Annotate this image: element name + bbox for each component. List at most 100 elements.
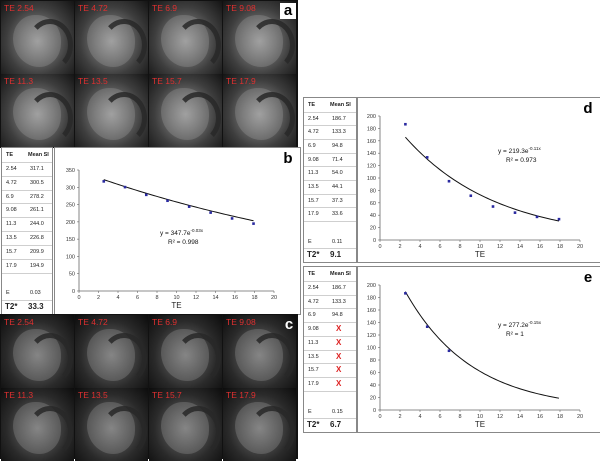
roi-outline — [175, 92, 221, 144]
table-row-divider — [2, 175, 52, 177]
table-row-divider — [304, 193, 356, 195]
table-header-te: TE — [6, 152, 14, 159]
y-tick-label: 160 — [367, 139, 376, 145]
chart-svg-e: 0 20 40 60 80 100 120 140 160 180 200 0 2 4 6 8 10 12 14 16… — [367, 269, 592, 429]
mri-image: TE 6.9 — [149, 1, 222, 74]
table-cell-te: 13.5 — [6, 235, 17, 242]
data-point — [209, 211, 212, 214]
table-cell-te: 9.08 — [308, 326, 319, 333]
y-tick-label: 200 — [66, 220, 75, 226]
table-row-divider — [2, 189, 52, 191]
table-row-divider — [304, 152, 356, 154]
table-cell-te: 17.9 — [308, 381, 319, 388]
table-cell-mean-si: 94.8 — [332, 143, 343, 150]
data-point — [425, 325, 429, 328]
x-tick-label: 16 — [232, 295, 238, 301]
table-t2-label: T2* — [307, 250, 320, 260]
table-cell-te: 2.54 — [308, 284, 319, 291]
table-cell-te: 17.9 — [308, 211, 319, 218]
y-tick-label: 120 — [367, 333, 376, 339]
fit-curve — [405, 136, 560, 222]
te-label: TE 9.08 — [226, 3, 256, 13]
x-tick-label: 18 — [557, 414, 563, 420]
mri-image: TE 4.72 — [75, 315, 148, 388]
table-cell-te: 13.5 — [308, 184, 319, 191]
table-row-divider — [304, 248, 356, 250]
x-tick-label: 14 — [517, 414, 523, 420]
y-tick-label: 60 — [370, 371, 376, 377]
fit-equation-exponent: -0.11x — [529, 146, 542, 151]
mri-image: TE 2.54 — [1, 1, 74, 74]
table-cell-te: 15.7 — [308, 197, 319, 204]
y-tick-label: 100 — [367, 346, 376, 352]
y-tick-label: 20 — [370, 226, 376, 232]
table-row-divider — [2, 244, 52, 246]
table-cell-te: 11.3 — [6, 221, 17, 228]
table-cell-te: 11.3 — [308, 339, 319, 346]
te-label: TE 13.5 — [78, 76, 108, 86]
data-point — [513, 211, 517, 214]
roi-outline — [27, 406, 73, 458]
x-tick-label: 10 — [173, 295, 179, 301]
fit-equation: y = 219.3e-0.11x — [498, 146, 541, 155]
panel-d-chart: 0 20 40 60 80 100 120 140 160 180 200 0 2 4 6 8 10 12 14 16… — [357, 97, 600, 263]
te-label: TE 9.08 — [226, 317, 256, 327]
roi-outline — [27, 19, 73, 71]
table-row-divider — [304, 377, 356, 378]
roi-outline — [101, 19, 147, 71]
panel-c-letter: c — [284, 316, 294, 333]
y-tick-label: 100 — [367, 176, 376, 182]
table-cell-te: 6.9 — [308, 312, 316, 319]
roi-outline — [101, 406, 147, 458]
y-tick-label: 50 — [69, 272, 75, 278]
y-tick-label: 120 — [367, 164, 376, 170]
x-tick-label: 12 — [497, 244, 503, 250]
data-point — [230, 217, 234, 220]
data-point — [557, 217, 561, 221]
x-tick-label: 18 — [557, 244, 563, 250]
x-tick-label: 20 — [271, 295, 277, 301]
te-label: TE 13.5 — [78, 390, 108, 400]
fit-equation-base: y = 219.3e — [498, 148, 529, 155]
table-cell-te: 9.08 — [6, 207, 17, 214]
x-tick-label: 12 — [193, 295, 199, 301]
te-label: TE 6.9 — [152, 3, 178, 13]
fit-equation-exponent: -0.03x — [191, 228, 204, 233]
table-header-mean-si: Mean SI — [28, 152, 49, 159]
panel-letter: b — [283, 150, 292, 167]
roi-outline — [175, 19, 221, 71]
table-cell-mean-si: 317.1 — [30, 165, 44, 172]
table-cell-mean-si: 186.7 — [332, 284, 346, 291]
table-e-value: 0.11 — [332, 238, 343, 245]
r-squared: R² = 0.973 — [506, 157, 537, 164]
table-row-divider — [304, 349, 356, 351]
table-t2-label: T2* — [307, 420, 320, 430]
te-label: TE 11.3 — [4, 76, 34, 86]
table-cell-te: 2.54 — [308, 115, 319, 122]
table-e-label: E — [308, 408, 312, 415]
fit-curve — [103, 179, 254, 222]
roi-outline — [249, 19, 295, 71]
data-point — [425, 156, 429, 159]
table-cell-mean-si: 54.0 — [332, 170, 343, 177]
x-tick-label: 4 — [418, 414, 421, 420]
table-cell-mean-si: 244.0 — [30, 221, 44, 228]
table-cell-mean-si: X — [336, 365, 342, 375]
table-cell-mean-si: 94.8 — [332, 312, 343, 319]
mri-image: TE 4.72 — [75, 1, 148, 74]
table-row-divider — [304, 363, 356, 365]
table-cell-mean-si: 133.3 — [332, 298, 346, 305]
table-row-divider — [2, 161, 52, 163]
te-label: TE 15.7 — [152, 390, 182, 400]
table-cell-te: 6.9 — [308, 143, 316, 150]
y-tick-label: 60 — [370, 201, 376, 207]
y-tick-label: 140 — [367, 151, 376, 157]
y-tick-label: 250 — [66, 203, 75, 209]
roi-outline — [249, 406, 295, 458]
te-label: TE 6.9 — [152, 317, 178, 327]
x-tick-label: 4 — [116, 295, 119, 301]
y-tick-label: 300 — [66, 185, 75, 191]
table-row-divider — [2, 231, 52, 232]
table-t2-value: 6.7 — [330, 420, 342, 430]
y-tick-label: 0 — [373, 408, 376, 414]
